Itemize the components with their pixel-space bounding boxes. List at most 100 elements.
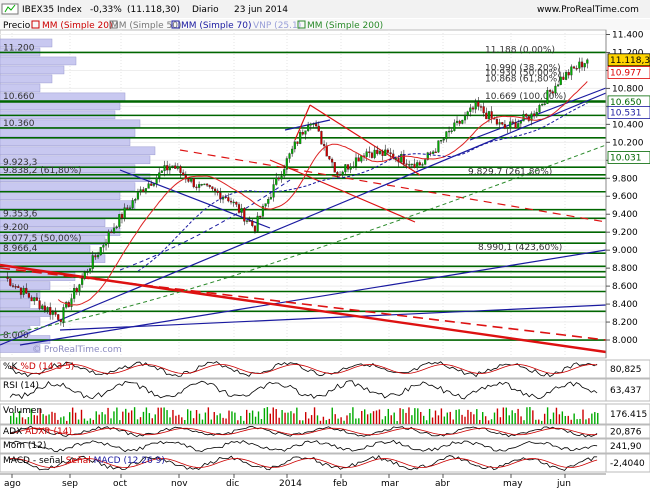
legend-ma200[interactable]: MM (Simple 200) [307, 21, 383, 31]
red-channel-line [309, 104, 421, 176]
volume-bar [60, 417, 62, 424]
price-panel[interactable]: 11.200 10.660 10.360 9.923,39.838,2 (61,80%… [0, 29, 607, 359]
volume-bar [89, 418, 92, 424]
legend-ma70[interactable]: MM (Simple 70) [181, 21, 251, 31]
volume-profile-bar [0, 83, 41, 93]
volume-bar [122, 411, 124, 424]
candle-body [509, 121, 512, 128]
candle-body [19, 287, 23, 295]
candle-body [461, 119, 464, 124]
fib-label: 10.930 (50,00%) [485, 69, 561, 79]
indicator-axis-frame [605, 424, 650, 439]
volume-bar [24, 419, 27, 424]
symbol-title: IBEX35 Index [22, 5, 82, 15]
volume-bar [461, 414, 463, 424]
legend-price[interactable]: Precio [3, 21, 31, 31]
volume-bar [440, 408, 443, 424]
volume-bar [487, 420, 490, 424]
x-tick-label: 2014 [279, 479, 302, 489]
volume-bar [310, 415, 313, 424]
candle-body [195, 186, 198, 189]
candle-body [251, 221, 254, 226]
candle-body [575, 67, 578, 70]
candle-body [30, 297, 33, 302]
candle-body [578, 61, 581, 69]
candle-body [59, 319, 62, 322]
candle-body [120, 214, 124, 219]
candle-body [498, 122, 501, 125]
candle-body [118, 214, 121, 227]
indicator-value: -2,4040 [610, 459, 645, 469]
indicator-line-mom [9, 439, 598, 453]
level-label: 10.660 [3, 92, 35, 102]
candle-body [416, 162, 419, 168]
volume-bar [86, 420, 89, 424]
volume-bar [260, 419, 263, 424]
candle-body [245, 220, 249, 222]
candle-body [206, 183, 209, 186]
volume-bar [369, 413, 372, 424]
candle-body [559, 76, 562, 85]
volume-bar [219, 413, 221, 424]
volume-bar [169, 417, 171, 424]
volume-profile-bar [0, 155, 151, 165]
candle-body [216, 190, 219, 193]
candle-body [336, 172, 339, 175]
candle-body [22, 287, 25, 295]
level-label: 9.838,2 (61,80%) [3, 166, 82, 176]
date-label: 23 jun 2014 [234, 5, 288, 15]
candle-body [224, 196, 227, 199]
candle-body [86, 271, 89, 274]
candle-body [517, 123, 520, 129]
volume-bar [423, 415, 425, 424]
blue-trendline [19, 249, 607, 346]
legend-vnp[interactable]: VNP (25.1) [253, 21, 301, 31]
blue-trendline [469, 87, 607, 141]
candle-body [463, 115, 467, 121]
candle-body [168, 166, 171, 171]
volume-bar [213, 412, 215, 424]
price-tick-label: 8.200 [612, 318, 638, 328]
indicator-label: Mom (12) [3, 441, 46, 451]
volume-bar [36, 415, 38, 424]
x-tick-label: feb [333, 479, 348, 489]
candle-body [389, 152, 392, 155]
volume-bar [128, 412, 130, 424]
volume-bar [378, 409, 381, 424]
candle-body [397, 158, 400, 163]
volume-bar [71, 407, 74, 424]
legend-ma50[interactable]: MM (Simple 50) [111, 21, 181, 31]
candle-body [352, 166, 355, 168]
legend-ma20[interactable]: MM (Simple 20) [42, 21, 112, 31]
volume-bar [254, 416, 257, 424]
x-axis-bg [0, 474, 650, 490]
volume-bar [337, 418, 339, 424]
volume-bar [237, 420, 239, 424]
candle-body [96, 254, 100, 258]
ma50-swatch [109, 20, 118, 29]
candle-body [179, 166, 182, 173]
volume-bar [555, 407, 558, 424]
volume-bar [15, 417, 18, 424]
level-label: 8.966,4 [3, 244, 38, 254]
candle-body [429, 152, 432, 154]
ma70-swatch [171, 20, 180, 29]
candle-body [307, 125, 310, 131]
indicator-label: MACD - señal Señal MACD (12 26 9) [3, 456, 165, 466]
volume-profile-bar [0, 128, 136, 138]
volume-bar [198, 413, 201, 424]
volume-bar [434, 410, 437, 424]
candle-body [110, 231, 113, 234]
watermark: © ProRealTime.com [32, 345, 122, 355]
candle-body [259, 215, 262, 218]
indicator-panel-frame [0, 378, 607, 402]
candle-body [280, 175, 283, 180]
volume-bar [284, 412, 286, 424]
indicator-line-adx [9, 425, 598, 438]
volume-bar [517, 408, 519, 424]
candle-body [94, 255, 97, 258]
candle-body [442, 138, 445, 141]
volume-bar [45, 415, 47, 424]
candle-body [501, 122, 504, 125]
